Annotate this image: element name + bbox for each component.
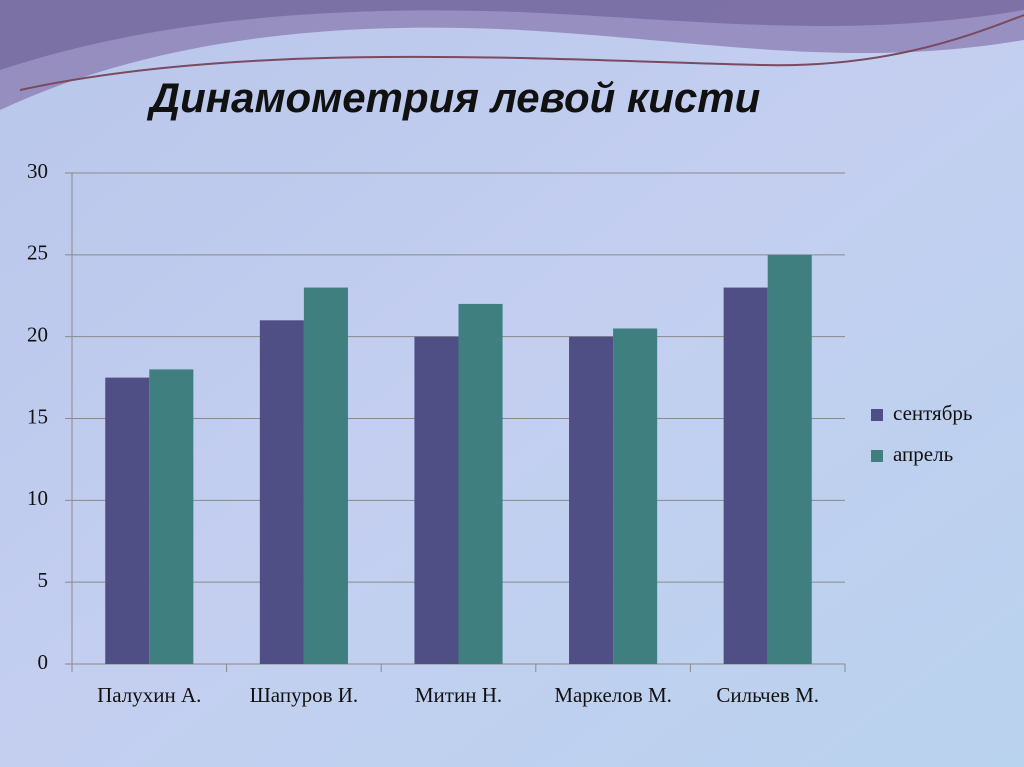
y-tick-label: 5 bbox=[38, 568, 49, 592]
bar bbox=[767, 254, 812, 665]
bar bbox=[723, 287, 768, 664]
bar bbox=[458, 303, 503, 664]
y-tick-label: 10 bbox=[27, 486, 48, 510]
bar bbox=[303, 287, 348, 664]
legend-swatch bbox=[871, 409, 883, 421]
decor-wave bbox=[0, 0, 1024, 70]
bar bbox=[569, 336, 614, 664]
decor-line bbox=[19, 14, 1024, 91]
y-tick-label: 25 bbox=[27, 241, 48, 265]
bar bbox=[149, 369, 194, 664]
x-tick-label: Палухин А. bbox=[97, 683, 201, 707]
y-tick-label: 20 bbox=[27, 322, 48, 346]
chart-title: Динамометрия левой кисти bbox=[147, 74, 760, 121]
bar bbox=[613, 328, 658, 664]
y-tick-label: 15 bbox=[27, 404, 48, 428]
bar bbox=[105, 377, 150, 664]
x-tick-label: Сильчев М. bbox=[716, 683, 819, 707]
bar bbox=[414, 336, 459, 664]
decor-wave bbox=[0, 0, 1024, 110]
legend-swatch bbox=[871, 450, 883, 462]
x-tick-label: Митин Н. bbox=[415, 683, 502, 707]
bar bbox=[259, 320, 304, 664]
y-tick-label: 30 bbox=[27, 159, 48, 183]
y-tick-label: 0 bbox=[38, 650, 49, 674]
legend-label: сентябрь bbox=[893, 401, 972, 425]
x-tick-label: Маркелов М. bbox=[554, 683, 672, 707]
legend-label: апрель bbox=[893, 442, 953, 466]
x-tick-label: Шапуров И. bbox=[250, 683, 359, 707]
